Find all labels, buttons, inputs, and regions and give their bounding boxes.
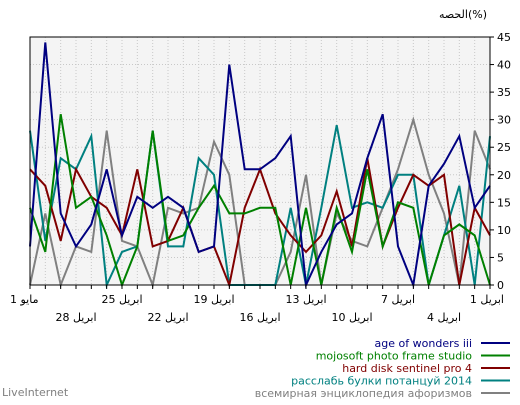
- y-tick-label: 10: [497, 224, 511, 237]
- x-tick-label: 10 ابريل: [331, 311, 372, 324]
- y-axis-title: الحصه(%): [439, 8, 487, 21]
- x-tick-label: 22 ابريل: [147, 311, 188, 324]
- legend-label: age of wonders iii: [375, 337, 472, 350]
- series-line: [29, 114, 491, 289]
- x-tick-label: 19 ابريل: [193, 293, 234, 306]
- y-tick-label: 25: [497, 141, 511, 154]
- y-tick-label: 40: [497, 59, 511, 72]
- y-tick-label: 30: [497, 114, 511, 127]
- x-tick-label: 16 ابريل: [239, 311, 280, 324]
- x-tick-label: 13 ابريل: [285, 293, 326, 306]
- y-tick-label: 45: [497, 31, 511, 44]
- legend-label: hard disk sentinel pro 4: [342, 362, 472, 375]
- y-tick-label: 35: [497, 86, 511, 99]
- axes: [29, 36, 494, 289]
- legend-label: расслабь булки потанцуй 2014: [291, 375, 472, 388]
- x-tick-label: 28 ابريل: [55, 311, 96, 324]
- x-tick-label: 7 ابريل: [381, 293, 415, 306]
- footer-text: LiveInternet: [2, 386, 69, 399]
- y-tick-label: 20: [497, 169, 511, 182]
- y-tick-label: 0: [497, 279, 504, 292]
- legend-label: всемирная энциклопедия афоризмов: [255, 387, 472, 400]
- y-tick-label: 5: [497, 251, 504, 264]
- y-tick-label: 15: [497, 196, 511, 209]
- y-tick-labels: 0 5 10 15 20 25 30 35 40 45: [497, 31, 511, 292]
- x-tick-label: 4 ابريل: [427, 311, 461, 324]
- x-tick-label: 25 ابريل: [101, 293, 142, 306]
- x-tick-labels: 1 مايو 25 ابريل 19 ابريل 13 ابريل 7 ابريل 1 ا…: [10, 293, 504, 324]
- x-tick-label: 1 ابريل: [470, 293, 504, 306]
- x-tick-label: 1 مايو: [10, 293, 39, 306]
- legend-label: mojosoft photo frame studio: [316, 350, 473, 363]
